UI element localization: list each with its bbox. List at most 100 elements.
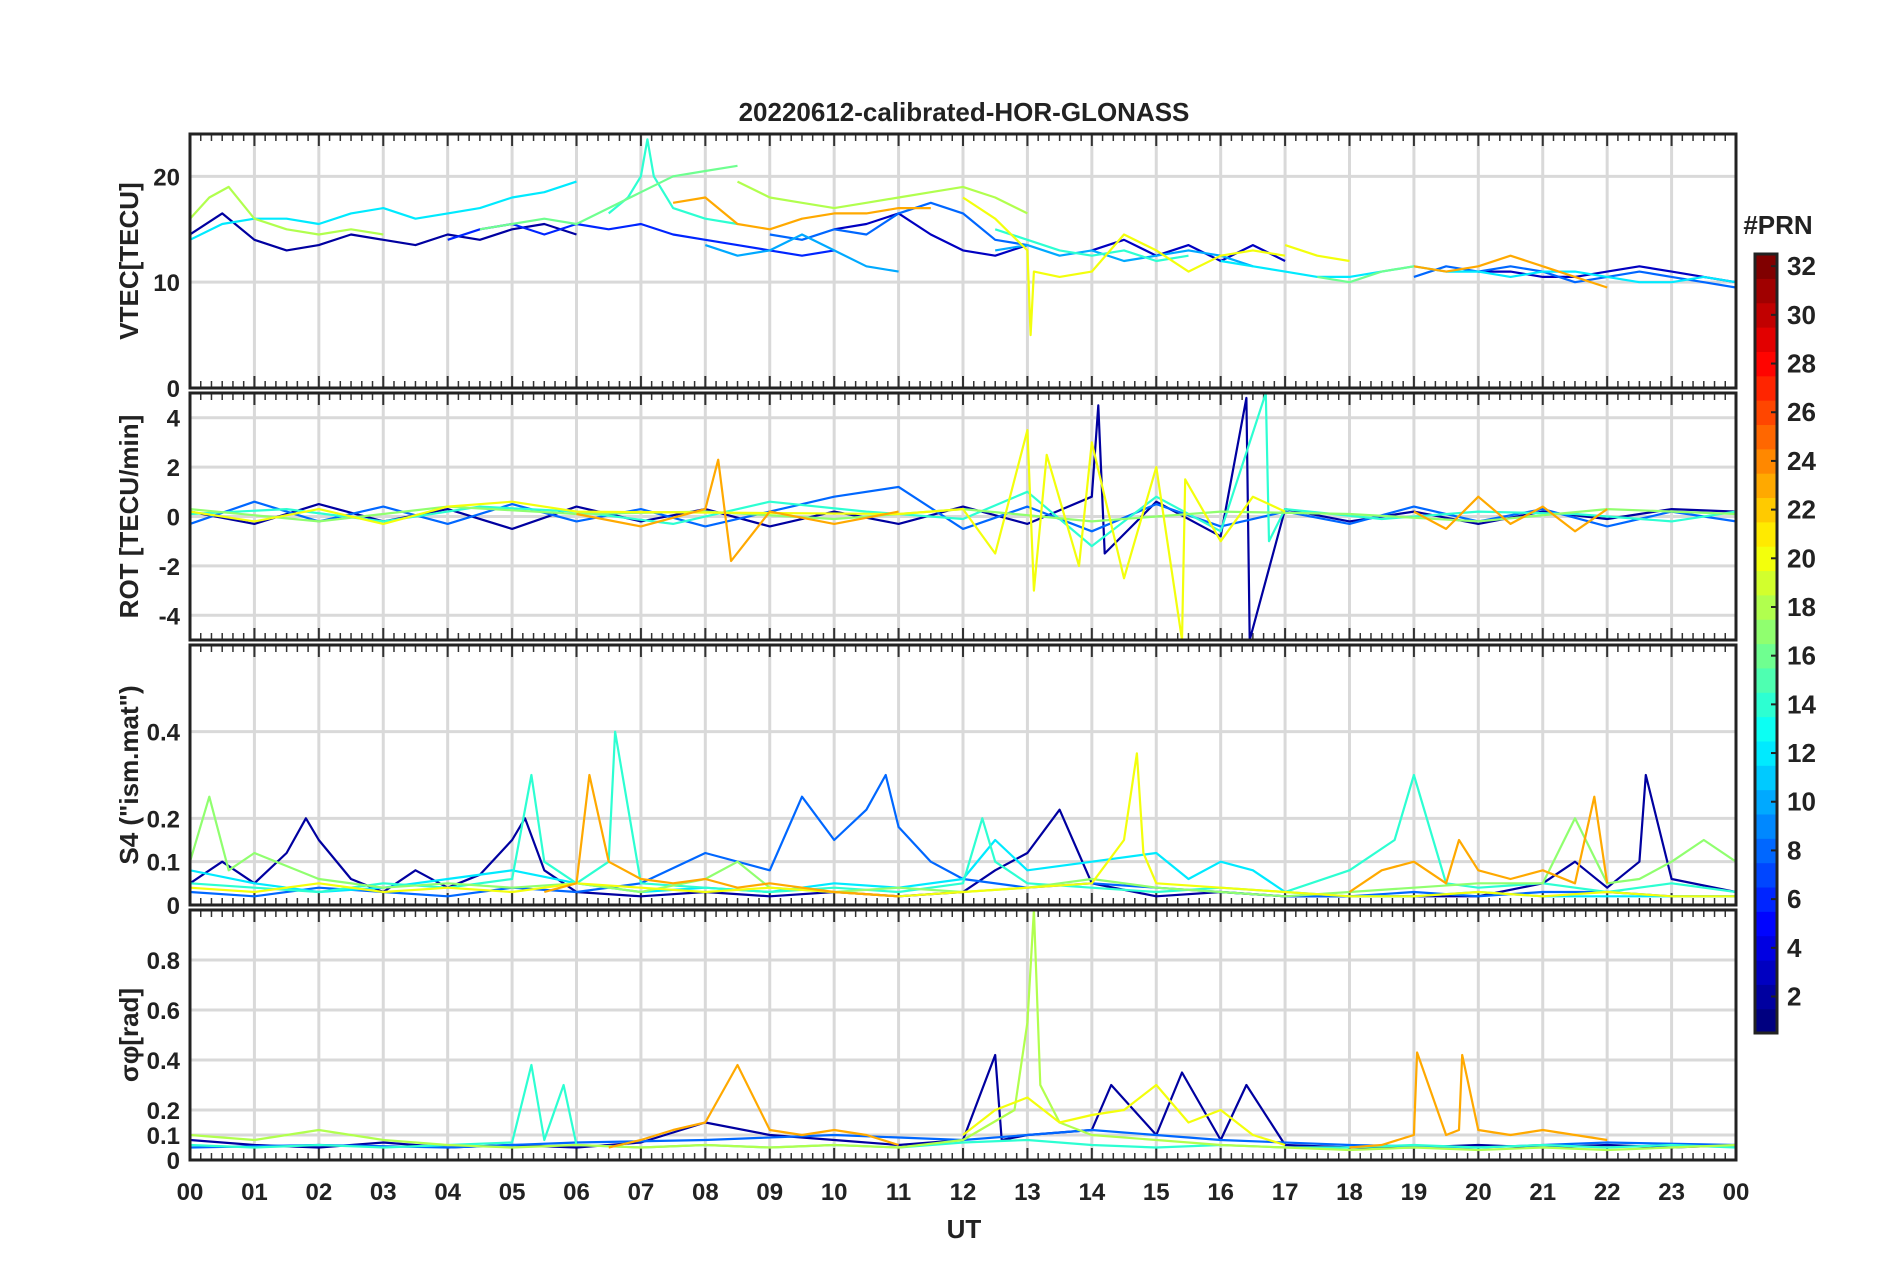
colorbar-title: #PRN bbox=[1743, 210, 1812, 240]
x-tick-label: 11 bbox=[886, 1179, 911, 1206]
y-tick-label: 0.1 bbox=[147, 1123, 180, 1150]
x-tick-label: 20 bbox=[1465, 1179, 1492, 1206]
series-line-prn-23 bbox=[1413, 495, 1608, 533]
x-axis: 00 01 02 03 04 05 06 07 08 09 10 11 12 13 14 15 16 17 18 19… bbox=[177, 1179, 1750, 1206]
x-tick-label: 23 bbox=[1658, 1179, 1685, 1206]
colorbar-tick-label: 14 bbox=[1787, 689, 1816, 719]
series-line-prn-23 bbox=[1413, 254, 1608, 289]
series-line-prn-20 bbox=[190, 752, 1736, 898]
colorbar-tick-label: 4 bbox=[1787, 933, 1802, 963]
series-line-prn-3 bbox=[834, 212, 1028, 257]
colorbar-tick-label: 6 bbox=[1787, 884, 1801, 914]
x-tick-label: 08 bbox=[692, 1179, 719, 1206]
y-tick-label: 0.4 bbox=[147, 720, 181, 747]
y-tick-label: 0 bbox=[167, 1148, 180, 1175]
colorbar-band bbox=[1755, 935, 1777, 961]
colorbar-band bbox=[1755, 448, 1777, 474]
colorbar-band bbox=[1755, 838, 1777, 864]
colorbar-band bbox=[1755, 570, 1777, 596]
colorbar-tick-label: 30 bbox=[1787, 300, 1816, 330]
y-tick-label: -2 bbox=[159, 554, 180, 581]
series-group bbox=[190, 138, 1736, 337]
x-tick-label: 03 bbox=[370, 1179, 397, 1206]
series-line-prn-14 bbox=[994, 228, 1189, 263]
series-line-prn-3 bbox=[1478, 265, 1736, 284]
colorbar-band bbox=[1755, 959, 1777, 985]
series-line-prn-20 bbox=[190, 429, 1286, 640]
series-line-prn-23 bbox=[608, 1063, 899, 1149]
colorbar-band bbox=[1755, 716, 1777, 742]
y-tick-label: 2 bbox=[167, 455, 180, 482]
x-tick-label: 16 bbox=[1207, 1179, 1234, 1206]
colorbar-band bbox=[1755, 327, 1777, 352]
y-tick-label: 0.4 bbox=[147, 1048, 181, 1075]
panel-4: 00.10.2 0.4 0.6 0.8σφ[rad] bbox=[114, 908, 1738, 1175]
series-group bbox=[190, 393, 1736, 640]
series-line-prn-12 bbox=[1220, 259, 1736, 284]
x-tick-label: 22 bbox=[1594, 1179, 1621, 1206]
y-tick-label: 10 bbox=[153, 270, 180, 297]
panel-2: -4 -2 0 2 4 ROT [TECU/min] bbox=[114, 391, 1738, 642]
colorbar-band bbox=[1755, 302, 1777, 328]
y-tick-label: 0 bbox=[167, 505, 180, 532]
y-axis-label: ROT [TECU/min] bbox=[114, 415, 144, 619]
y-tick-label: 0.2 bbox=[147, 1098, 180, 1125]
x-tick-label: 18 bbox=[1336, 1179, 1363, 1206]
y-tick-label: 0.8 bbox=[147, 948, 180, 975]
colorbar-tick-label: 22 bbox=[1787, 495, 1816, 525]
colorbar-tick-label: 16 bbox=[1787, 641, 1816, 671]
colorbar-band bbox=[1755, 351, 1777, 377]
colorbar-tick-label: 10 bbox=[1787, 787, 1816, 817]
x-tick-label: 04 bbox=[434, 1179, 461, 1206]
colorbar-tick-label: 32 bbox=[1787, 251, 1816, 281]
x-tick-label: 00 bbox=[177, 1179, 204, 1206]
colorbar-tick-label: 8 bbox=[1787, 835, 1801, 865]
y-tick-label: 0.2 bbox=[147, 806, 180, 833]
series-line-prn-10 bbox=[704, 233, 899, 273]
y-tick-label: 0 bbox=[167, 376, 180, 403]
series-group bbox=[190, 910, 1736, 1152]
x-tick-label: 02 bbox=[305, 1179, 332, 1206]
colorbar-band bbox=[1755, 740, 1777, 766]
colorbar-frame bbox=[1753, 252, 1779, 1035]
series-group bbox=[190, 730, 1736, 898]
x-tick-label: 10 bbox=[821, 1179, 848, 1206]
colorbar-band bbox=[1755, 546, 1777, 572]
colorbar-tick-label: 28 bbox=[1787, 349, 1816, 379]
colorbar-band bbox=[1755, 424, 1777, 450]
series-line-prn-14 bbox=[190, 730, 1736, 894]
panel-3: 0 0.1 0.2 0.4S4 ("ism.mat") bbox=[114, 643, 1738, 920]
colorbar-band bbox=[1755, 1008, 1777, 1034]
series-line-prn-2 bbox=[190, 212, 577, 252]
series-line-prn-3 bbox=[1091, 238, 1286, 263]
series-line-prn-18 bbox=[190, 910, 1736, 1152]
series-line-prn-10 bbox=[995, 244, 1254, 268]
colorbar-band bbox=[1755, 911, 1777, 937]
y-tick-label: 0.1 bbox=[147, 850, 180, 877]
y-tick-label: 0 bbox=[167, 893, 180, 920]
colorbar-band bbox=[1755, 375, 1777, 401]
colorbar-band bbox=[1755, 667, 1777, 693]
y-tick-label: 0.6 bbox=[147, 998, 180, 1025]
series-line-prn-18 bbox=[737, 180, 1028, 215]
x-tick-label: 00 bbox=[1723, 1179, 1750, 1206]
series-line-prn-14 bbox=[608, 138, 738, 226]
colorbar-band bbox=[1755, 692, 1777, 718]
colorbar-band bbox=[1755, 497, 1777, 523]
series-line-prn-8 bbox=[1413, 265, 1736, 289]
x-tick-label: 12 bbox=[950, 1179, 977, 1206]
series-line-prn-23 bbox=[544, 773, 899, 898]
series-line-prn-16 bbox=[1317, 265, 1415, 284]
axes-frame bbox=[188, 391, 1738, 642]
series-line-prn-23 bbox=[1349, 1051, 1608, 1149]
colorbar-band bbox=[1755, 765, 1777, 791]
colorbar-tick-label: 26 bbox=[1787, 397, 1816, 427]
x-tick-label: 14 bbox=[1078, 1179, 1105, 1206]
series-line-prn-18 bbox=[190, 185, 384, 236]
y-tick-label: -4 bbox=[159, 603, 181, 630]
colorbar-band bbox=[1755, 984, 1777, 1010]
x-tick-label: 21 bbox=[1529, 1179, 1556, 1206]
colorbar-band bbox=[1755, 789, 1777, 815]
